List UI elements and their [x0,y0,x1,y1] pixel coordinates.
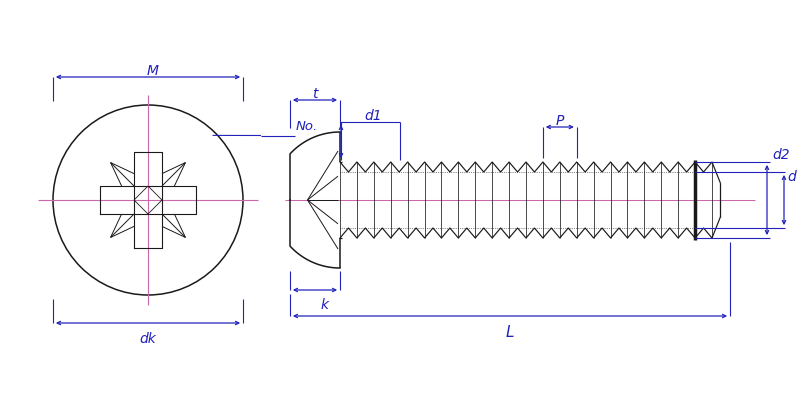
Text: dk: dk [140,331,156,345]
Text: t: t [312,87,318,101]
Text: L: L [506,324,514,339]
Text: k: k [321,297,329,311]
Text: d: d [787,170,796,183]
Text: No.: No. [296,120,318,133]
Text: P: P [556,114,564,128]
Text: d1: d1 [364,109,382,123]
Text: d2: d2 [772,148,790,162]
Text: M: M [147,64,159,78]
